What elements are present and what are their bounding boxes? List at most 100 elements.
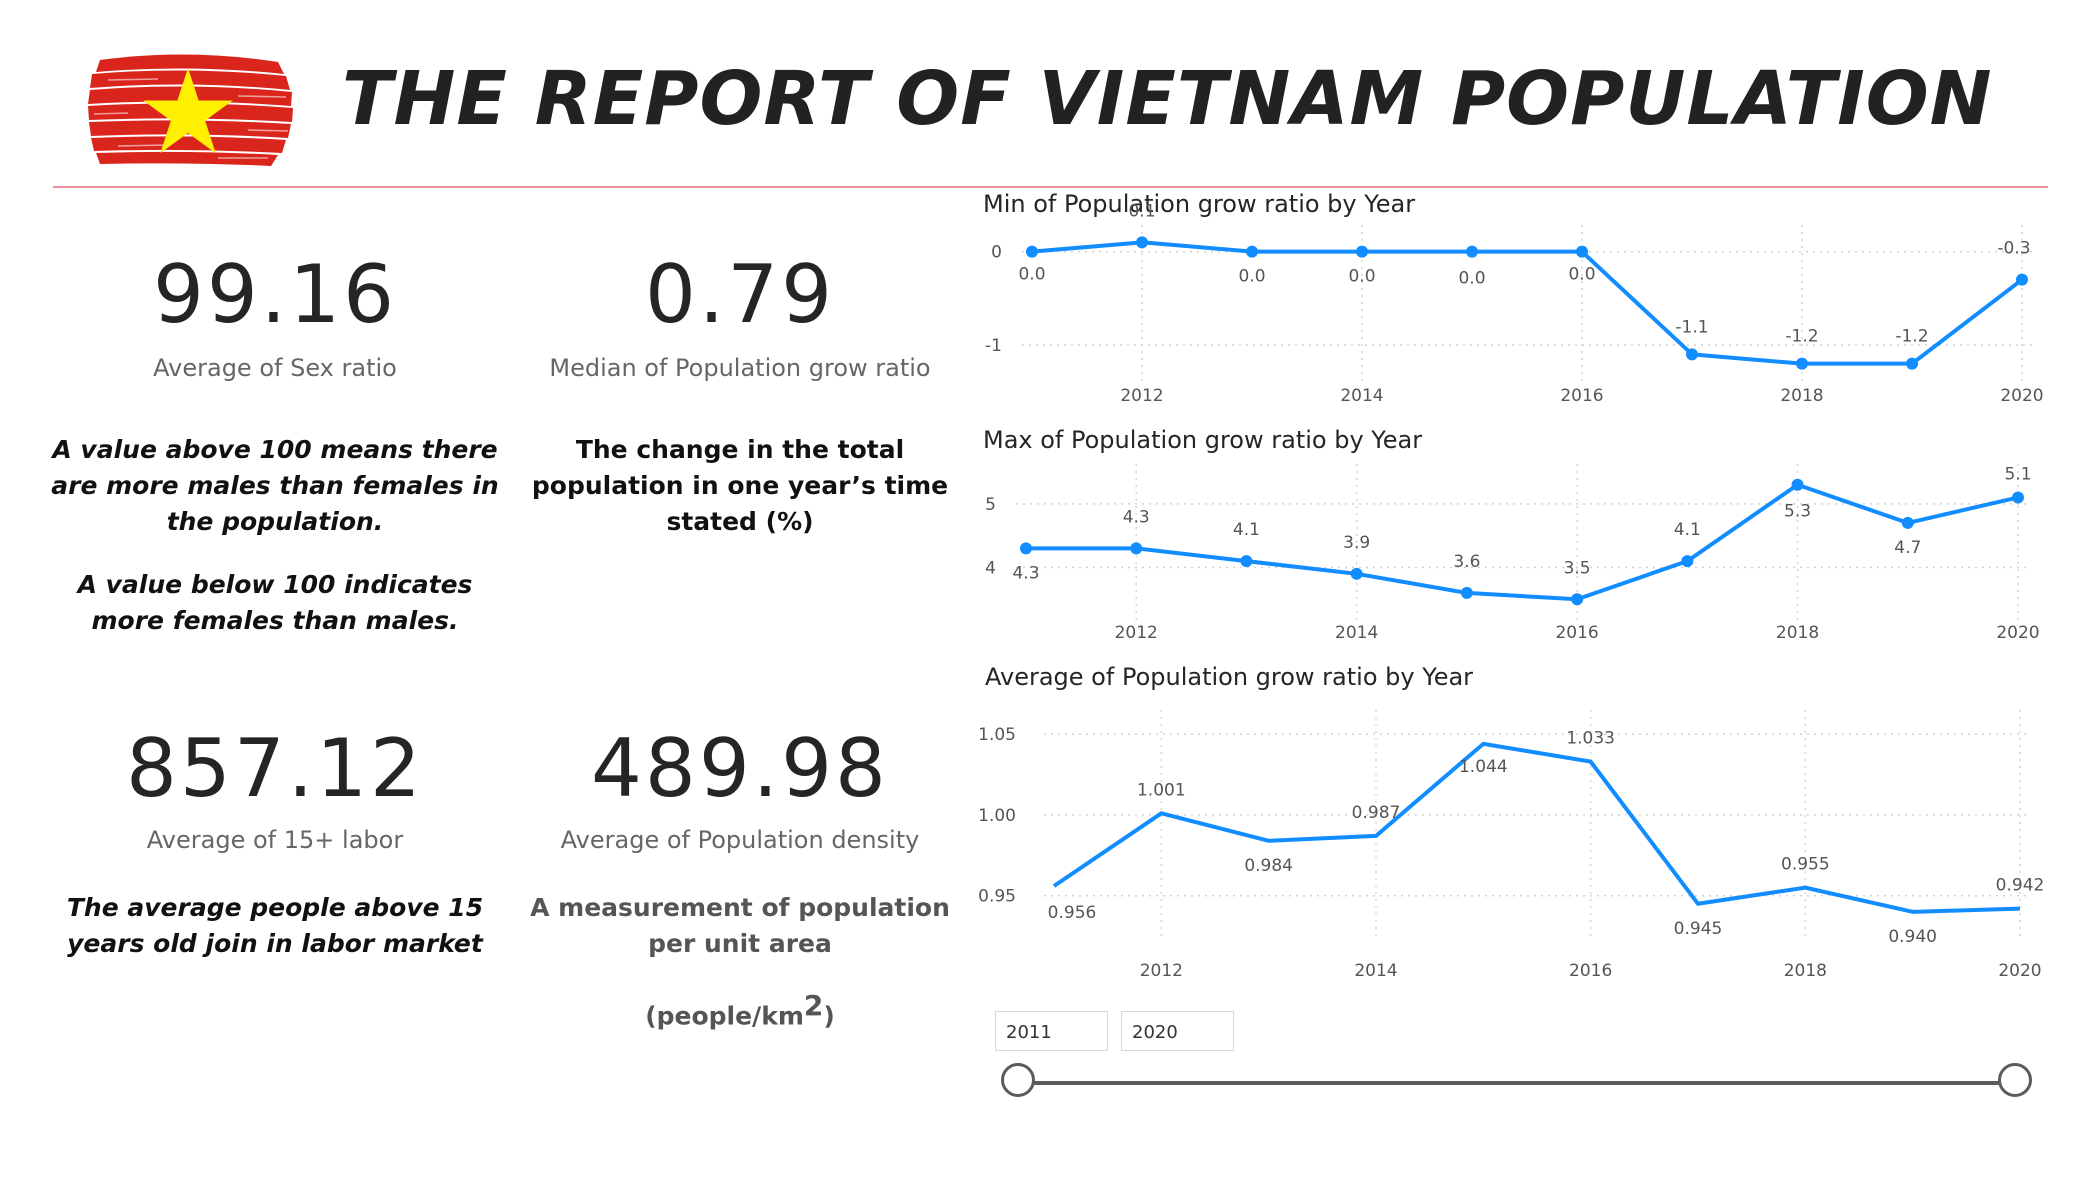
data-label: 0.0 [1348, 267, 1375, 287]
slicer-start-input[interactable]: 2011 [995, 1011, 1108, 1051]
y-tick-label: 0.95 [978, 887, 1016, 907]
density-value: 489.98 [591, 722, 889, 815]
data-label: 4.1 [1233, 520, 1260, 540]
series-line [1031, 240, 2024, 366]
header-divider [53, 186, 2048, 188]
grow-ratio-value: 0.79 [644, 248, 836, 341]
sex-ratio-label: Average of Sex ratio [153, 354, 397, 382]
data-point[interactable] [1356, 245, 1368, 258]
x-tick-label: 2020 [1996, 623, 2039, 643]
sex-ratio-value: 99.16 [152, 248, 398, 341]
data-point[interactable] [1240, 555, 1253, 568]
density-unit: (people/km2) [645, 989, 835, 1031]
data-point[interactable] [1571, 593, 1584, 606]
density-label: Average of Population density [560, 826, 920, 854]
data-label: 0.1 [1128, 201, 1155, 221]
series-line [1052, 741, 2021, 914]
data-label: 5.3 [1784, 502, 1811, 522]
avg-grow-chart-title: Average of Population grow ratio by Year [985, 663, 1474, 691]
density-note: A measurement of population per unit are… [530, 893, 950, 958]
data-point[interactable] [1026, 245, 1038, 258]
data-label: 1.044 [1459, 757, 1508, 777]
labor-label: Average of 15+ labor [146, 826, 404, 854]
data-point[interactable] [2016, 273, 2028, 286]
data-label: 3.5 [1564, 558, 1591, 578]
x-tick-label: 2014 [1354, 961, 1397, 981]
data-label: 0.956 [1048, 903, 1097, 923]
x-tick-label: 2014 [1335, 623, 1378, 643]
data-point[interactable] [1906, 357, 1918, 370]
data-label: 3.9 [1343, 533, 1370, 553]
x-tick-label: 2016 [1569, 961, 1612, 981]
min-grow-line-chart: 0 -1 2012 2014 2016 2018 2020 0.0 0.1 0.0 0.0 0.0 0.… [985, 201, 2044, 406]
sex-ratio-note-below: A value below 100 indicates more females… [77, 570, 473, 635]
data-label: -1.1 [1675, 317, 1708, 337]
data-label: 0.0 [1238, 267, 1265, 287]
x-tick-label: 2018 [1776, 623, 1819, 643]
data-label: 0.945 [1674, 919, 1723, 939]
slicer-end-input[interactable]: 2020 [1121, 1011, 1234, 1051]
data-label: 0.0 [1458, 269, 1485, 289]
x-tick-label: 2020 [2000, 386, 2043, 406]
data-label: 1.001 [1137, 780, 1186, 800]
sex-ratio-note: A value above 100 means there are more m… [51, 435, 499, 536]
report-title: THE REPORT OF VIETNAM POPULATION [342, 56, 1993, 142]
x-tick-label: 2016 [1560, 386, 1603, 406]
data-point[interactable] [1130, 542, 1143, 555]
year-slider-end-handle[interactable] [1998, 1063, 2032, 1097]
x-tick-label: 2020 [1998, 961, 2041, 981]
data-point[interactable] [1796, 357, 1808, 370]
vietnam-flag-logo [88, 54, 293, 166]
x-tick-label: 2018 [1780, 386, 1823, 406]
data-point[interactable] [1576, 245, 1588, 258]
y-tick-label: 0 [991, 243, 1002, 263]
data-label: 1.033 [1566, 729, 1615, 749]
labor-note: The average people above 15 years old jo… [66, 893, 484, 958]
data-label: 0.987 [1352, 803, 1401, 823]
y-tick-label: -1 [985, 336, 1002, 356]
avg-grow-line-chart: 1.05 1.00 0.95 2012 2014 2016 2018 2020 0.956 1.0… [978, 710, 2045, 981]
data-label: 4.3 [1123, 507, 1150, 527]
x-tick-label: 2012 [1140, 961, 1183, 981]
y-tick-label: 5 [985, 495, 996, 515]
data-label: 3.6 [1453, 552, 1480, 572]
x-tick-label: 2012 [1115, 623, 1158, 643]
data-point[interactable] [1460, 586, 1473, 599]
year-slider-start-handle[interactable] [1001, 1063, 1035, 1097]
labor-value: 857.12 [126, 722, 424, 815]
data-label: 0.984 [1244, 856, 1293, 876]
data-label: -1.2 [1785, 327, 1818, 347]
y-tick-label: 1.05 [978, 725, 1016, 745]
data-label: 4.7 [1894, 538, 1921, 558]
data-label: 0.942 [1996, 876, 2045, 896]
y-tick-label: 1.00 [978, 806, 1016, 826]
data-point[interactable] [2012, 491, 2024, 504]
data-point[interactable] [1681, 555, 1694, 568]
data-point[interactable] [1350, 567, 1363, 580]
y-tick-label: 4 [985, 558, 996, 578]
grow-ratio-note: The change in the total population in on… [531, 435, 949, 536]
data-label: 0.940 [1888, 927, 1937, 947]
x-tick-label: 2014 [1340, 386, 1383, 406]
data-label: 0.0 [1568, 265, 1595, 285]
max-grow-chart-title: Max of Population grow ratio by Year [983, 426, 1423, 454]
data-label: 4.1 [1674, 520, 1701, 540]
year-slider-track[interactable] [1018, 1081, 2010, 1085]
data-label: -0.3 [1997, 239, 2030, 259]
data-label: 0.955 [1781, 855, 1830, 875]
x-tick-label: 2016 [1555, 623, 1598, 643]
data-point[interactable] [1466, 245, 1478, 258]
data-point[interactable] [1020, 542, 1032, 555]
data-point[interactable] [1686, 348, 1698, 361]
data-point[interactable] [1791, 478, 1804, 491]
data-point[interactable] [1246, 245, 1258, 258]
x-tick-label: 2018 [1784, 961, 1827, 981]
x-tick-label: 2012 [1120, 386, 1163, 406]
data-label: 5.1 [2004, 464, 2031, 484]
series-line [1026, 482, 2019, 602]
data-point[interactable] [1136, 236, 1148, 249]
data-label: 0.0 [1018, 265, 1045, 285]
data-label: -1.2 [1895, 327, 1928, 347]
data-point[interactable] [1901, 516, 1914, 529]
grow-ratio-label: Median of Population grow ratio [549, 354, 931, 382]
